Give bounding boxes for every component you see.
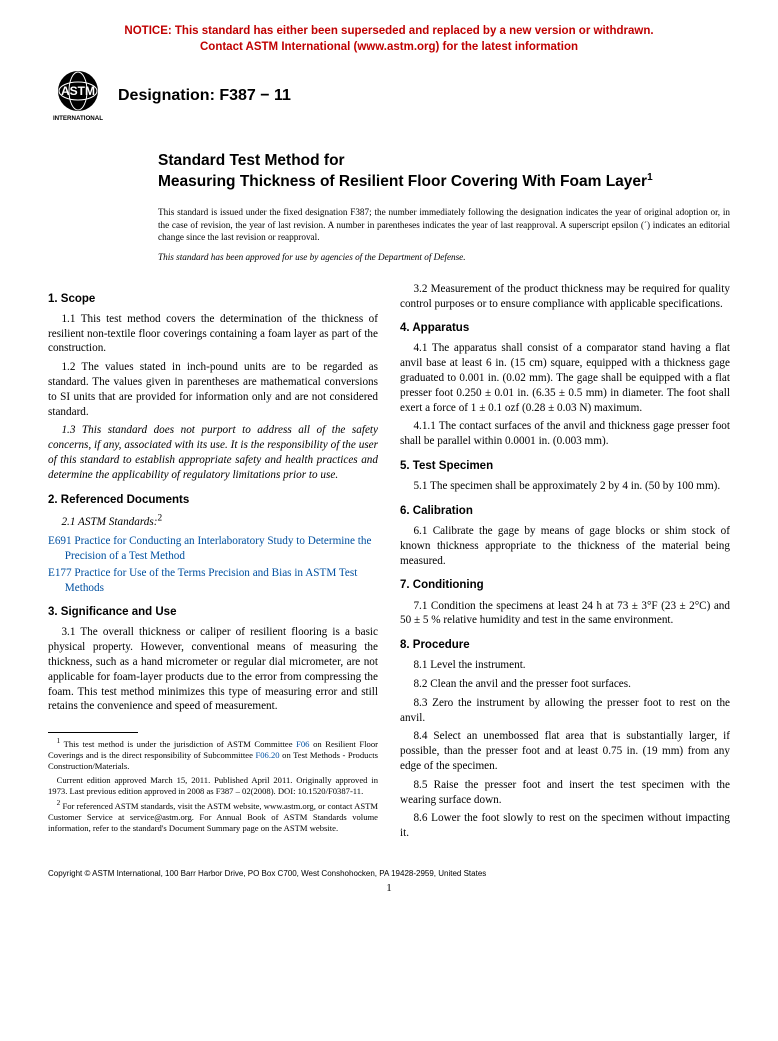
astm-logo: ASTM INTERNATIONAL — [48, 69, 108, 123]
section-6-head: 6. Calibration — [400, 504, 730, 519]
para-8-6: 8.6 Lower the foot slowly to rest on the… — [400, 811, 730, 841]
notice-line2: Contact ASTM International (www.astm.org… — [200, 41, 578, 53]
header-row: ASTM INTERNATIONAL Designation: F387 − 1… — [48, 69, 730, 123]
dod-approval: This standard has been approved for use … — [158, 252, 730, 262]
para-8-1: 8.1 Level the instrument. — [400, 658, 730, 673]
para-8-4: 8.4 Select an unembossed flat area that … — [400, 729, 730, 773]
page: NOTICE: This standard has either been su… — [0, 0, 778, 914]
title-block: Standard Test Method for Measuring Thick… — [158, 151, 730, 192]
section-8-head: 8. Procedure — [400, 638, 730, 653]
para-8-2: 8.2 Clean the anvil and the presser foot… — [400, 677, 730, 692]
designation: Designation: F387 − 11 — [118, 87, 291, 105]
astm-standards-label: 2.1 ASTM Standards: — [61, 516, 157, 528]
para-1-3: 1.3 This standard does not purport to ad… — [48, 423, 378, 482]
para-6-1: 6.1 Calibrate the gage by means of gage … — [400, 524, 730, 568]
footnote-2: 2 For referenced ASTM standards, visit t… — [48, 799, 378, 834]
link-e691[interactable]: E691 — [48, 535, 72, 547]
para-3-2: 3.2 Measurement of the product thickness… — [400, 282, 730, 312]
para-8-3: 8.3 Zero the instrument by allowing the … — [400, 696, 730, 726]
para-1-2: 1.2 The values stated in inch-pound unit… — [48, 360, 378, 419]
astm-standards-sup: 2 — [157, 514, 162, 524]
link-e691-text[interactable]: Practice for Conducting an Interlaborato… — [65, 535, 372, 562]
para-1-1: 1.1 This test method covers the determin… — [48, 312, 378, 356]
body-columns: 1. Scope 1.1 This test method covers the… — [48, 282, 730, 841]
footnote-1: 1 This test method is under the jurisdic… — [48, 737, 378, 772]
fn1-a: This test method is under the jurisdicti… — [64, 739, 297, 749]
para-3-1: 3.1 The overall thickness or caliper of … — [48, 625, 378, 714]
para-4-1: 4.1 The apparatus shall consist of a com… — [400, 341, 730, 415]
fn1-link-f0620[interactable]: F06.20 — [255, 750, 279, 760]
section-7-head: 7. Conditioning — [400, 578, 730, 593]
link-e177[interactable]: E177 — [48, 567, 72, 579]
page-number: 1 — [48, 882, 730, 894]
section-1-head: 1. Scope — [48, 292, 378, 307]
section-3-head: 3. Significance and Use — [48, 605, 378, 620]
section-4-head: 4. Apparatus — [400, 321, 730, 336]
para-7-1: 7.1 Condition the specimens at least 24 … — [400, 599, 730, 629]
fn1-link-f06[interactable]: F06 — [296, 739, 309, 749]
para-8-5: 8.5 Raise the presser foot and insert th… — [400, 778, 730, 808]
title-main: Measuring Thickness of Resilient Floor C… — [158, 171, 730, 192]
notice-line1: NOTICE: This standard has either been su… — [124, 25, 653, 37]
fn2-text: For referenced ASTM standards, visit the… — [48, 801, 378, 833]
copyright-line: Copyright © ASTM International, 100 Barr… — [48, 869, 730, 878]
title-main-text: Measuring Thickness of Resilient Floor C… — [158, 173, 647, 190]
section-2-head: 2. Referenced Documents — [48, 493, 378, 508]
svg-text:ASTM: ASTM — [61, 84, 95, 98]
para-5-1: 5.1 The specimen shall be approximately … — [400, 479, 730, 494]
footnote-separator — [48, 732, 138, 733]
notice-banner: NOTICE: This standard has either been su… — [48, 24, 730, 55]
title-kicker: Standard Test Method for — [158, 151, 730, 171]
title-sup: 1 — [647, 172, 653, 183]
para-4-1-1: 4.1.1 The contact surfaces of the anvil … — [400, 419, 730, 449]
section-5-head: 5. Test Specimen — [400, 459, 730, 474]
issuance-note: This standard is issued under the fixed … — [158, 206, 730, 243]
svg-text:INTERNATIONAL: INTERNATIONAL — [53, 115, 103, 122]
ref-e691: E691 Practice for Conducting an Interlab… — [48, 534, 378, 564]
para-2-1: 2.1 ASTM Standards:2 — [48, 513, 378, 531]
link-e177-text[interactable]: Practice for Use of the Terms Precision … — [65, 567, 358, 594]
ref-e177: E177 Practice for Use of the Terms Preci… — [48, 566, 378, 596]
footnotes-block: 1 This test method is under the jurisdic… — [48, 732, 378, 834]
footnote-1b: Current edition approved March 15, 2011.… — [48, 775, 378, 797]
